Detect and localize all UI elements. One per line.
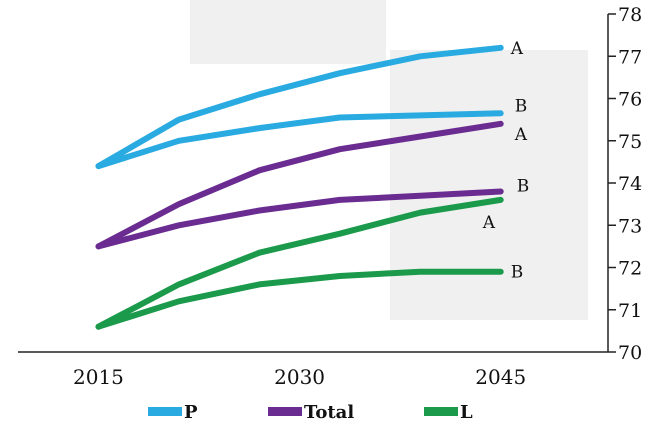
- y-tick-label: 72: [618, 258, 642, 280]
- x-axis-ticks: 2015 2030 2045: [73, 365, 526, 389]
- y-tick-label: 74: [618, 173, 642, 195]
- x-tick-label: 2030: [274, 365, 325, 389]
- background-panel-right: [390, 50, 588, 320]
- legend-swatch-total: [268, 407, 302, 416]
- y-axis-ticks: 70 71 72 73 74 75 76 77 78: [608, 4, 642, 364]
- end-label-total-b: B: [517, 176, 530, 196]
- y-tick-label: 75: [618, 131, 642, 153]
- series-line-total-b: [95, 188, 504, 250]
- x-tick-label: 2045: [475, 365, 526, 389]
- legend-swatch-l: [424, 407, 458, 416]
- series-line-l-a: [95, 196, 504, 330]
- series-line-p-a: [95, 44, 504, 170]
- end-label-l-a: A: [482, 213, 496, 233]
- y-tick-label: 77: [618, 46, 642, 68]
- background-panel-top: [190, 0, 386, 64]
- legend-label-p: P: [184, 402, 198, 423]
- end-label-total-a: A: [514, 125, 528, 145]
- y-tick-label: 76: [618, 89, 642, 111]
- y-tick-label: 73: [618, 215, 642, 237]
- y-tick-label: 71: [618, 300, 642, 322]
- legend: P Total L: [148, 402, 473, 423]
- legend-swatch-p: [148, 407, 182, 416]
- legend-label-total: Total: [304, 402, 354, 423]
- x-tick-label: 2015: [73, 365, 124, 389]
- y-tick-label: 70: [618, 342, 642, 364]
- y-tick-label: 78: [618, 4, 642, 26]
- series-line-p-b: [95, 110, 504, 170]
- legend-label-l: L: [460, 402, 473, 423]
- end-label-p-a: A: [510, 39, 524, 59]
- series-line-total-a: [95, 120, 504, 250]
- end-label-p-b: B: [515, 96, 528, 116]
- series-line-l-b: [95, 268, 504, 330]
- end-label-l-b: B: [511, 263, 524, 283]
